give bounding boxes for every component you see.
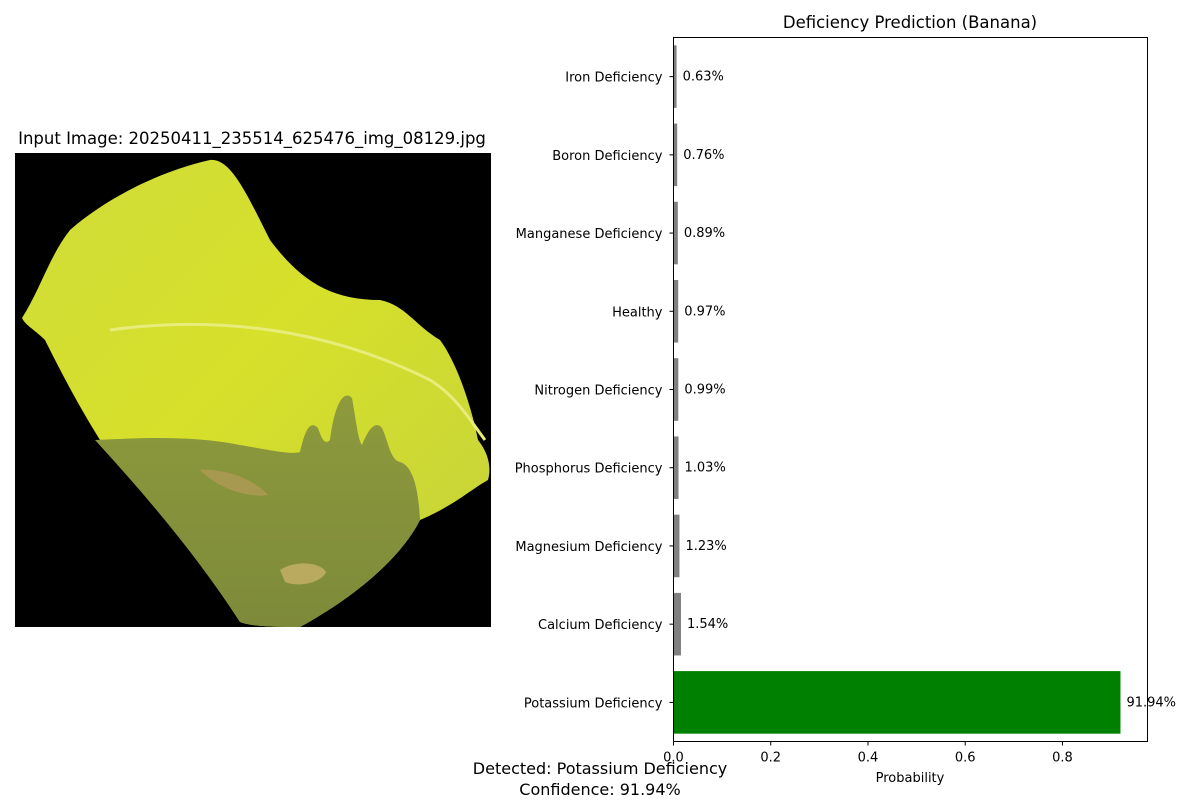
chart-title: Deficiency Prediction (Banana) — [783, 13, 1037, 32]
category-labels-layer: Potassium Deficiency Calcium Deficiency Ma… — [515, 71, 674, 711]
leaf-midrib — [109, 322, 487, 441]
leaf-photo — [15, 153, 491, 627]
bar-healthy — [673, 279, 679, 343]
value-label: 1.54% — [687, 617, 728, 632]
input-image-panel: Input Image: 20250411_235514_625476_img_… — [15, 129, 491, 627]
bar-phosphorus-deficiency — [673, 436, 679, 500]
value-label: 1.23% — [685, 539, 726, 554]
value-labels-layer: 91.94% 1.54% 1.23% 1.03% 0.99% 0.97% 0.89% 0.76… — [683, 70, 1176, 711]
value-label: 1.03% — [685, 461, 726, 476]
x-tick-label: 0.8 — [1052, 751, 1073, 766]
value-label: 0.76% — [683, 148, 724, 163]
x-tick-label: 0.0 — [663, 751, 684, 766]
bar-magnesium-deficiency — [673, 514, 680, 578]
leaf-spot — [280, 563, 326, 585]
value-label: 0.99% — [684, 383, 725, 398]
result-caption: Detected: Potassium Deficiency Confidenc… — [473, 759, 727, 799]
bar-manganese-deficiency — [673, 201, 678, 265]
category-label: Iron Deficiency — [565, 71, 663, 86]
value-label: 91.94% — [1126, 695, 1176, 710]
value-label: 0.97% — [684, 304, 725, 319]
leaf-shadow — [95, 395, 420, 627]
input-image-title: Input Image: 20250411_235514_625476_img_… — [18, 129, 486, 149]
x-ticks-layer: 0.0 0.2 0.4 0.6 0.8 — [663, 741, 1073, 766]
bar-chart: Deficiency Prediction (Banana) Potassium… — [515, 13, 1176, 786]
value-label: 0.63% — [683, 70, 724, 85]
bar-nitrogen-deficiency — [673, 358, 679, 421]
x-tick-label: 0.4 — [858, 751, 879, 766]
category-label: Calcium Deficiency — [538, 618, 663, 633]
bar-potassium-deficiency — [673, 671, 1121, 734]
leaf-spot — [200, 469, 268, 496]
bar-boron-deficiency — [673, 123, 678, 187]
category-label: Magnesium Deficiency — [515, 540, 662, 555]
value-label: 0.89% — [684, 226, 725, 241]
confidence-label: Confidence: 91.94% — [519, 780, 680, 799]
category-label: Manganese Deficiency — [516, 227, 663, 242]
plot-area-frame — [673, 37, 1148, 742]
x-tick-label: 0.2 — [760, 751, 781, 766]
detected-label: Detected: Potassium Deficiency — [473, 759, 727, 778]
x-axis-label: Probability — [876, 771, 945, 786]
category-label: Potassium Deficiency — [524, 696, 663, 711]
category-label: Healthy — [612, 305, 663, 320]
bars-layer — [673, 45, 1121, 734]
category-label: Nitrogen Deficiency — [534, 384, 662, 399]
bar-calcium-deficiency — [673, 592, 681, 656]
category-label: Boron Deficiency — [552, 149, 663, 164]
bar-iron-deficiency — [673, 45, 677, 108]
x-tick-label: 0.6 — [955, 751, 976, 766]
category-label: Phosphorus Deficiency — [515, 462, 663, 477]
